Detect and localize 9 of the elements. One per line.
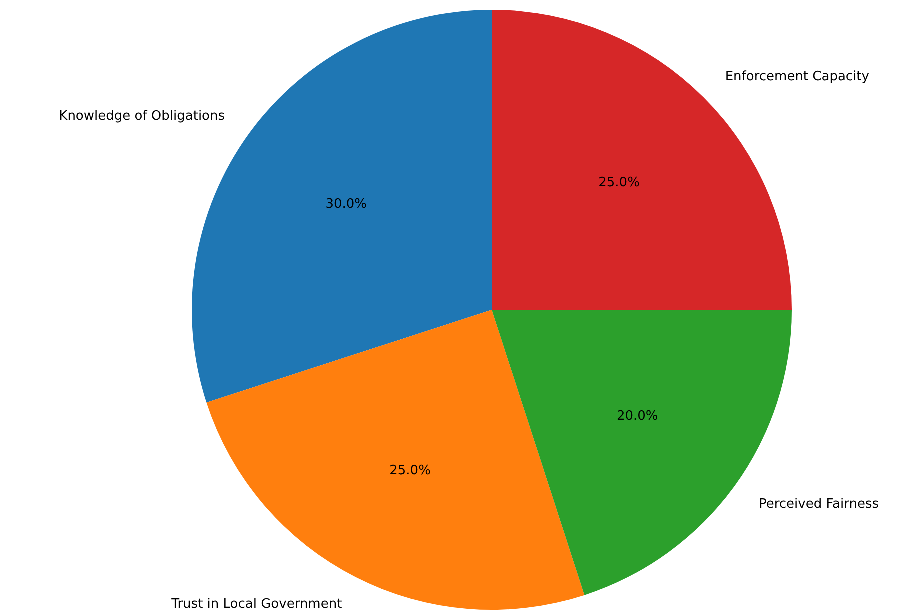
data-label: 25.0% xyxy=(598,176,640,191)
slice-label: Trust in Local Government xyxy=(170,597,342,612)
data-label: 25.0% xyxy=(390,463,431,478)
data-label: 30.0% xyxy=(326,197,368,212)
slice-label: Enforcement Capacity xyxy=(725,70,870,85)
slice-label: Perceived Fairness xyxy=(758,496,880,512)
slice-label: Knowledge of Obligations xyxy=(59,109,226,124)
data-label: 20.0% xyxy=(616,408,658,424)
pie-slice xyxy=(206,310,585,610)
